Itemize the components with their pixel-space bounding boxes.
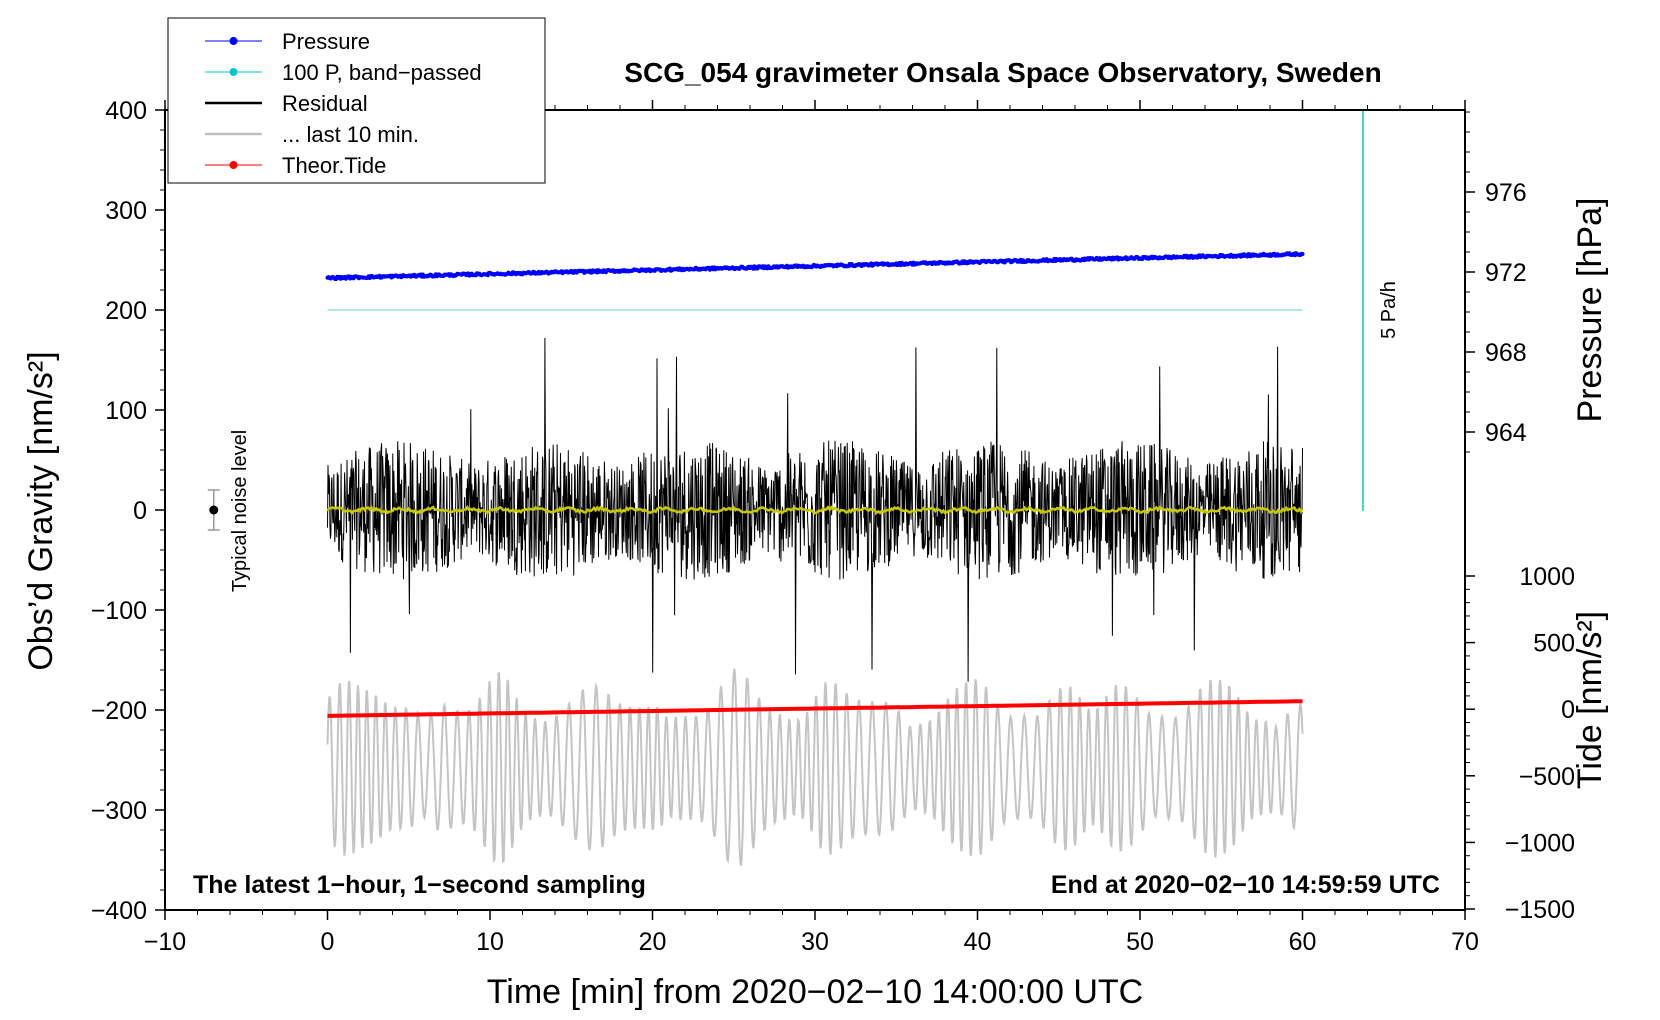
tide-axis-label: Tide [nm/s²] bbox=[1571, 611, 1609, 789]
y-axis-label: Obs’d Gravity [nm/s²] bbox=[22, 351, 60, 670]
noise-center-dot bbox=[209, 505, 219, 515]
y-tick-label: 300 bbox=[105, 197, 147, 225]
residual-line bbox=[327, 337, 1303, 682]
tide-tick-label: −1500 bbox=[1505, 896, 1575, 924]
theoretical-tide-series bbox=[327, 699, 1303, 718]
legend: Pressure 100 P, band−passed Residual ... la… bbox=[167, 17, 546, 184]
x-tick-label: 30 bbox=[801, 928, 829, 956]
y-tick-label: −200 bbox=[91, 697, 147, 725]
noise-level-indicator bbox=[207, 489, 220, 531]
chart-title: SCG_054 gravimeter Onsala Space Observat… bbox=[624, 57, 1381, 88]
y-tick-label: −300 bbox=[91, 797, 147, 825]
x-tick-label: 50 bbox=[1126, 928, 1154, 956]
pressure-series bbox=[325, 251, 1305, 281]
sampling-note: The latest 1−hour, 1−second sampling bbox=[193, 871, 646, 899]
legend-marker bbox=[229, 37, 238, 45]
x-axis-label: Time [min] from 2020−02−10 14:00:00 UTC bbox=[487, 973, 1143, 1011]
pressure-tick-label: 972 bbox=[1485, 259, 1527, 287]
noise-label: Typical noise level bbox=[229, 430, 251, 592]
y-axis-ticks: 400 300 200 100 0 −100 −200 −300 −400 bbox=[91, 97, 165, 925]
legend-label: ... last 10 min. bbox=[282, 122, 419, 147]
tide-tick-label: 500 bbox=[1533, 630, 1575, 658]
x-tick-label: 20 bbox=[639, 928, 667, 956]
residual-series bbox=[327, 337, 1303, 682]
y-tick-label: 0 bbox=[133, 497, 147, 525]
residual-smoothed-series bbox=[326, 504, 1304, 516]
x-tick-label: 70 bbox=[1451, 928, 1479, 956]
legend-label: Pressure bbox=[282, 29, 370, 54]
y-tick-label: −400 bbox=[91, 897, 147, 925]
pressure-point bbox=[1300, 252, 1305, 256]
tide-tick-label: 0 bbox=[1561, 696, 1575, 724]
legend-label: Theor.Tide bbox=[282, 153, 386, 178]
legend-label: Residual bbox=[282, 91, 368, 116]
residual-smoothed-line bbox=[326, 504, 1304, 516]
legend-box bbox=[167, 17, 546, 184]
legend-label: 100 P, band−passed bbox=[282, 60, 482, 85]
x-tick-label: 0 bbox=[321, 928, 335, 956]
x-tick-label: 10 bbox=[476, 928, 504, 956]
y-tick-label: 400 bbox=[105, 97, 147, 125]
y-tick-label: 200 bbox=[105, 297, 147, 325]
tide-tick-label: −1000 bbox=[1505, 829, 1575, 857]
theoretical-tide-line bbox=[327, 699, 1303, 718]
rate-bar-label: 5 Pa/h bbox=[1378, 281, 1400, 339]
tide-tick-label: −500 bbox=[1519, 763, 1575, 791]
pressure-tick-label: 968 bbox=[1485, 339, 1527, 367]
x-axis-ticks: −10 0 10 20 30 40 50 60 70 bbox=[144, 100, 1479, 956]
pressure-axis-label: Pressure [hPa] bbox=[1571, 198, 1609, 423]
pressure-axis-ticks: 976 972 968 964 bbox=[1465, 111, 1527, 453]
x-tick-label: 40 bbox=[964, 928, 992, 956]
tide-axis-ticks: 1000 500 0 −500 −1000 −1500 bbox=[1465, 563, 1575, 924]
x-tick-label: 60 bbox=[1289, 928, 1317, 956]
legend-marker bbox=[229, 161, 238, 169]
tide-tick-label: 1000 bbox=[1519, 563, 1575, 591]
x-tick-label: −10 bbox=[144, 928, 186, 956]
pressure-tick-label: 964 bbox=[1485, 419, 1527, 447]
end-time-note: End at 2020−02−10 14:59:59 UTC bbox=[1051, 871, 1440, 899]
last-10-min-line bbox=[326, 668, 1304, 866]
pressure-tick-label: 976 bbox=[1485, 179, 1527, 207]
legend-marker bbox=[229, 68, 238, 76]
y-tick-label: 100 bbox=[105, 397, 147, 425]
last-10-min-series bbox=[326, 668, 1304, 866]
y-tick-label: −100 bbox=[91, 597, 147, 625]
